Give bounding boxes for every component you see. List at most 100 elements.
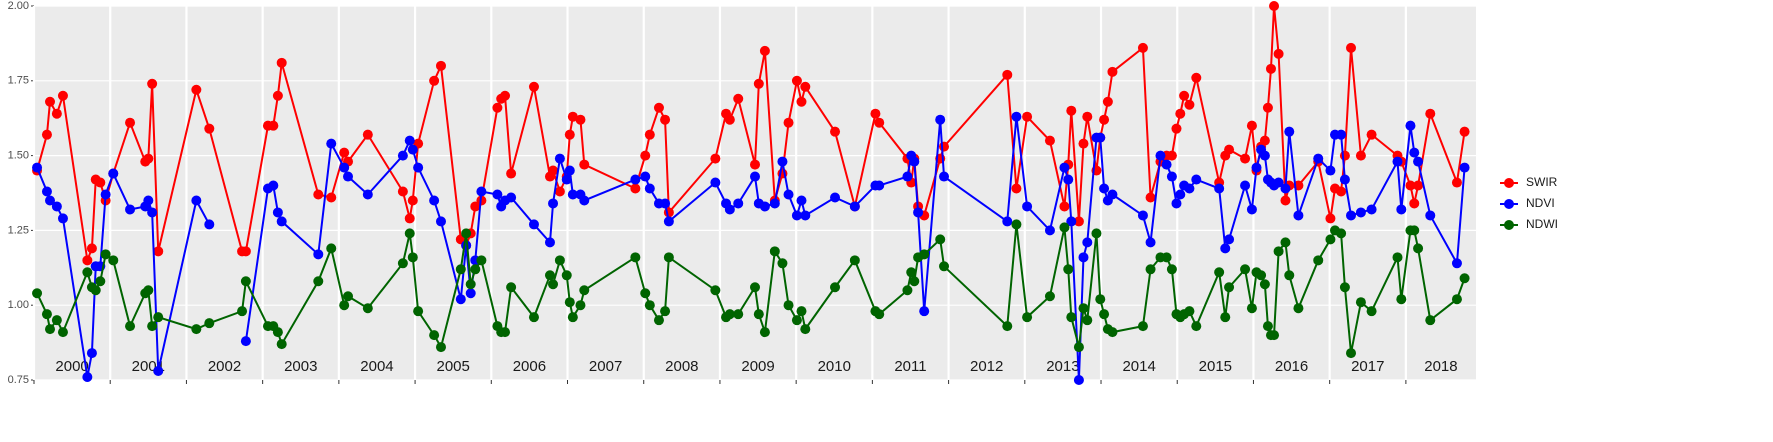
data-point xyxy=(919,249,930,260)
data-point xyxy=(455,264,466,275)
data-point xyxy=(326,138,337,149)
data-point xyxy=(750,171,760,182)
data-point xyxy=(1191,72,1202,83)
data-point xyxy=(45,195,56,206)
data-point xyxy=(362,303,373,314)
data-point xyxy=(429,330,440,341)
data-point xyxy=(783,117,794,128)
x-tick-label: 2017 xyxy=(1351,358,1384,375)
data-point xyxy=(663,252,674,263)
data-point xyxy=(733,93,744,104)
legend-label: NDVI xyxy=(1526,196,1555,210)
data-point xyxy=(919,306,930,317)
data-point xyxy=(1066,312,1077,323)
data-point xyxy=(1336,186,1347,197)
data-point xyxy=(1280,195,1291,206)
data-point xyxy=(579,195,590,206)
data-point xyxy=(143,153,154,164)
data-point xyxy=(1073,375,1084,385)
data-point xyxy=(1280,237,1291,248)
data-point xyxy=(1346,42,1357,53)
data-point xyxy=(461,228,472,239)
data-point xyxy=(1273,177,1284,188)
data-point xyxy=(1293,210,1304,221)
data-point xyxy=(51,201,62,212)
data-point xyxy=(1066,216,1077,227)
data-point xyxy=(1166,264,1177,275)
data-point xyxy=(362,129,373,140)
data-point xyxy=(800,324,811,335)
data-point xyxy=(759,45,770,56)
data-point xyxy=(1405,180,1416,191)
data-point xyxy=(1413,156,1424,167)
data-point xyxy=(528,219,539,230)
data-point xyxy=(1059,222,1070,233)
data-point xyxy=(86,243,97,254)
data-point xyxy=(276,216,287,227)
panel xyxy=(34,6,1476,380)
data-point xyxy=(32,288,43,299)
data-point xyxy=(653,315,664,326)
legend-marker xyxy=(1504,178,1514,188)
data-point xyxy=(663,216,674,227)
data-point xyxy=(470,264,481,275)
data-point xyxy=(567,312,578,323)
x-tick-label: 2003 xyxy=(284,358,317,375)
data-point xyxy=(1366,306,1377,317)
data-point xyxy=(125,204,136,215)
data-point xyxy=(268,180,279,191)
data-point xyxy=(191,324,202,335)
data-point xyxy=(1022,312,1033,323)
data-point xyxy=(435,342,446,353)
data-point xyxy=(1175,189,1186,200)
data-point xyxy=(791,315,802,326)
y-tick-label: 0.75 xyxy=(8,374,29,386)
data-point xyxy=(909,156,920,167)
data-point xyxy=(874,117,885,128)
data-point xyxy=(1145,264,1156,275)
data-point xyxy=(630,252,641,263)
data-point xyxy=(100,189,111,200)
data-point xyxy=(1099,114,1110,125)
data-point xyxy=(1082,237,1093,248)
data-point xyxy=(1166,171,1177,182)
data-point xyxy=(397,150,408,161)
data-point xyxy=(909,276,920,287)
data-point xyxy=(783,300,794,311)
data-point xyxy=(362,189,373,200)
data-point xyxy=(506,168,517,179)
data-point xyxy=(1179,90,1190,101)
data-point xyxy=(1161,159,1172,170)
data-point xyxy=(1246,303,1257,314)
data-point xyxy=(240,246,251,257)
x-tick-label: 2000 xyxy=(55,358,88,375)
data-point xyxy=(640,171,651,182)
data-point xyxy=(1191,174,1202,185)
data-point xyxy=(82,267,93,278)
data-point xyxy=(528,81,539,92)
data-point xyxy=(1137,210,1148,221)
data-point xyxy=(143,195,154,206)
data-point xyxy=(1339,174,1350,185)
data-point xyxy=(548,198,559,209)
data-point xyxy=(492,102,503,113)
data-point xyxy=(1082,111,1093,122)
data-point xyxy=(326,243,337,254)
data-point xyxy=(561,174,572,185)
data-point xyxy=(272,327,283,338)
data-point xyxy=(1161,252,1172,263)
data-point xyxy=(544,237,555,248)
x-tick-label: 2009 xyxy=(741,358,774,375)
data-point xyxy=(313,189,324,200)
data-point xyxy=(1191,321,1202,332)
data-point xyxy=(1137,321,1148,332)
data-point xyxy=(660,114,671,125)
data-point xyxy=(710,285,721,296)
data-point xyxy=(41,129,52,140)
y-tick-label: 1.75 xyxy=(8,75,29,87)
data-point xyxy=(86,348,97,359)
data-point xyxy=(1251,162,1262,173)
data-point xyxy=(1214,183,1225,194)
data-point xyxy=(204,219,215,230)
data-point xyxy=(339,162,350,173)
